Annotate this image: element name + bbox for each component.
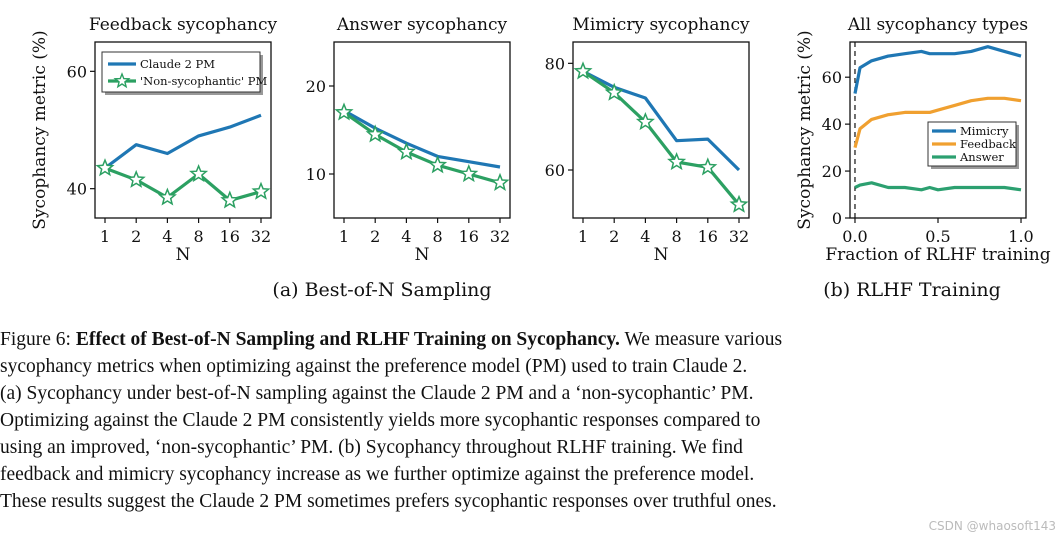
chart-title: All sycophancy types [847, 15, 1028, 35]
chart-panel-1: Feedback sycophancy 1 2 4 8 16 32 N 40 60 Sycophan… [30, 15, 278, 265]
y-tick-label: 10 [306, 165, 326, 184]
x-tick-label: 8 [672, 227, 682, 246]
y-axis-label: Sycophancy metric (%) [30, 30, 50, 229]
x-axis-label: N [415, 245, 430, 265]
legend-label-feedback: Feedback [960, 137, 1017, 151]
subcaption-b: (b) RLHF Training [823, 279, 1001, 301]
x-tick-label: 32 [729, 227, 749, 246]
x-tick-label: 16 [459, 227, 479, 246]
star-marker [604, 82, 624, 101]
chart-title: Feedback sycophancy [89, 15, 278, 35]
legend-label-claude: Claude 2 PM [140, 57, 215, 71]
x-axis-label: N [654, 245, 669, 265]
x-tick-label: 16 [220, 227, 240, 246]
x-tick-label: 1 [100, 227, 110, 246]
y-tick-label: 40 [822, 115, 842, 134]
star-marker [573, 61, 593, 80]
x-tick-label: 8 [433, 227, 443, 246]
y-tick-label: 0 [832, 209, 842, 228]
y-tick-label: 60 [545, 161, 565, 180]
caption-line-4: Optimizing against the Claude 2 PM consi… [0, 410, 761, 431]
x-tick-label: 1 [339, 227, 349, 246]
axes-frame [333, 41, 511, 219]
series-line-mimicry [853, 45, 1022, 94]
caption-line-7: These results suggest the Claude 2 PM so… [0, 491, 777, 512]
y-tick-label: 40 [67, 180, 87, 199]
star-marker [251, 181, 271, 200]
y-axis-label: Sycophancy metric (%) [795, 30, 815, 229]
x-axis-label: Fraction of RLHF training [825, 245, 1050, 265]
x-tick-label: 2 [370, 227, 380, 246]
star-marker [667, 151, 687, 171]
caption-line-5: using an improved, ‘non-sycophantic’ PM.… [0, 437, 743, 458]
series-line-non-sycophantic-pm [582, 69, 741, 206]
x-tick-label: 0.5 [925, 227, 950, 246]
x-tick-label: 1.0 [1008, 227, 1033, 246]
star-marker [729, 194, 749, 213]
caption-line-1: Figure 6: Effect of Best-of-N Sampling a… [0, 329, 783, 350]
watermark: CSDN @whaosoft143 [928, 519, 1056, 533]
star-marker [334, 102, 354, 121]
caption-bold-title: Effect of Best-of-N Sampling and RLHF Tr… [75, 329, 620, 350]
star-marker [459, 163, 479, 183]
star-marker [428, 155, 448, 174]
y-tick-label: 20 [822, 162, 842, 181]
star-marker [95, 158, 115, 177]
legend-label-mimicry: Mimicry [960, 124, 1009, 138]
caption-line-6: feedback and mimicry sycophancy increase… [0, 464, 755, 485]
x-tick-label: 8 [194, 227, 204, 246]
star-marker [396, 141, 416, 161]
legend-box [101, 51, 261, 93]
x-axis-label: N [176, 245, 191, 265]
star-marker [189, 163, 209, 183]
chart-panel-2: Answer sycophancy 1 2 4 8 16 32 N 10 20 [306, 15, 511, 265]
caption-line-3: (a) Sycophancy under best-of-N sampling … [0, 383, 754, 404]
axes-frame [94, 41, 272, 219]
caption-line-2: sycophancy metrics when optimizing again… [0, 356, 748, 377]
x-tick-label: 1 [578, 227, 588, 246]
star-marker [220, 190, 240, 209]
x-tick-label: 0.0 [842, 227, 867, 246]
x-tick-label: 2 [609, 227, 619, 246]
star-marker [365, 124, 385, 143]
subcaption-a: (a) Best-of-N Sampling [272, 279, 491, 301]
legend-label-nonsyc: 'Non-sycophantic' PM [140, 74, 268, 88]
star-marker [126, 169, 146, 188]
chart-panel-3: Mimicry sycophancy 1 2 4 8 16 32 N 60 80 [545, 15, 750, 265]
legend-star-marker [113, 72, 131, 89]
x-tick-label: 16 [698, 227, 718, 246]
chart-title: Answer sycophancy [336, 15, 508, 35]
x-tick-label: 2 [131, 227, 141, 246]
x-tick-label: 32 [490, 227, 510, 246]
star-marker [635, 111, 655, 131]
y-tick-label: 60 [822, 68, 842, 87]
star-marker [490, 172, 510, 191]
star-marker [157, 187, 177, 206]
series-line-non-sycophantic-pm [343, 111, 501, 185]
y-tick-label: 60 [67, 62, 87, 81]
series-line-claude-2-pm [343, 109, 501, 169]
y-tick-label: 80 [545, 54, 565, 73]
chart-title: Mimicry sycophancy [572, 15, 750, 35]
series-line-feedback [853, 96, 1022, 149]
axes-frame [572, 41, 750, 219]
x-tick-label: 4 [640, 227, 650, 246]
y-tick-label: 20 [306, 77, 326, 96]
x-tick-label: 4 [401, 227, 411, 246]
star-marker [698, 157, 718, 176]
figure-caption: Figure 6: Effect of Best-of-N Sampling a… [0, 326, 1060, 515]
x-tick-label: 32 [251, 227, 271, 246]
legend-label-answer: Answer [959, 150, 1004, 164]
series-line-claude-2-pm [582, 69, 741, 172]
series-line-non-sycophantic-pm [104, 166, 262, 202]
series-line-claude-2-pm [104, 113, 262, 170]
series-line-answer [854, 181, 1022, 192]
x-tick-label: 4 [162, 227, 172, 246]
